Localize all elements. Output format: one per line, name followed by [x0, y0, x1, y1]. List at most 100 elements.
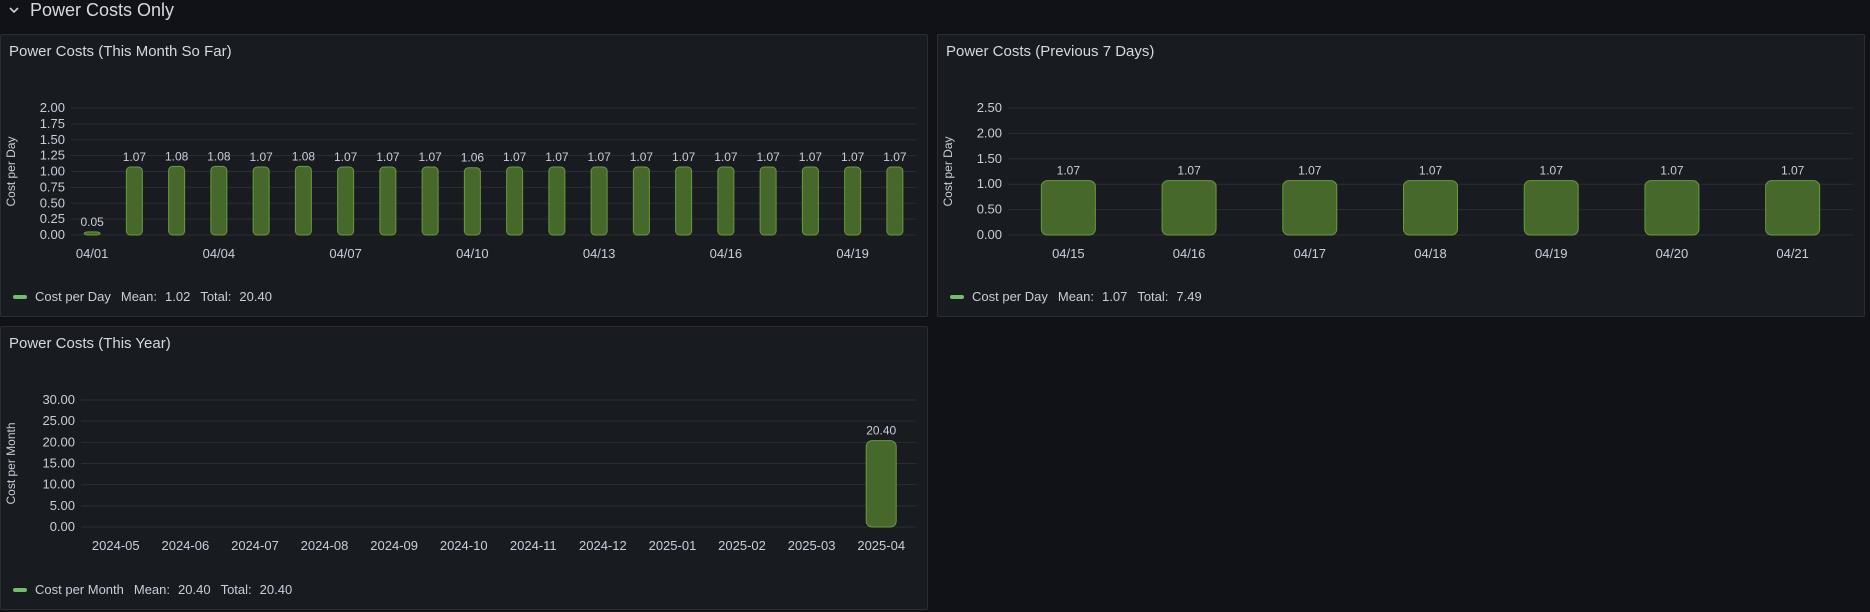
x-tick-label: 04/19 [1535, 246, 1568, 261]
bar [1040, 180, 1096, 236]
bar [844, 166, 862, 236]
bar-value-label: 1.07 [841, 150, 865, 164]
panel-title[interactable]: Power Costs (This Year) [9, 335, 171, 352]
bar-value-label: 1.07 [545, 150, 569, 164]
y-tick-label: 5.00 [50, 498, 75, 513]
bar-value-label: 1.07 [1781, 164, 1805, 178]
y-tick-label: 0.00 [40, 227, 65, 242]
y-tick-label: 1.75 [40, 116, 65, 131]
x-tick-label: 2024-10 [440, 538, 488, 553]
x-tick-label: 2024-12 [579, 538, 627, 553]
x-tick-label: 2025-04 [857, 538, 905, 553]
bar [125, 166, 143, 236]
panel-month: Power Costs (This Month So Far) 0.00 0.25… [0, 34, 928, 317]
bar-value-label: 1.07 [672, 150, 696, 164]
y-axis-label: Cost per Day [4, 136, 18, 206]
y-tick-label: 25.00 [42, 413, 75, 428]
y-tick-label: 1.25 [40, 148, 65, 163]
legend-total-value: 20.40 [259, 582, 293, 597]
legend[interactable]: Cost per Day Mean: 1.02 Total: 20.40 [13, 289, 272, 304]
chart-month: 0.000.250.500.751.001.251.501.752.00 Cost… [4, 100, 916, 261]
legend-mean-label: Mean: [1057, 289, 1095, 304]
y-tick-label: 0.75 [40, 179, 65, 194]
bar [675, 166, 693, 236]
x-tick-label: 04/18 [1414, 246, 1447, 261]
panel-title[interactable]: Power Costs (This Month So Far) [9, 43, 232, 60]
x-tick-label: 04/16 [1173, 246, 1206, 261]
y-tick-label: 20.00 [42, 434, 75, 449]
legend-mean-value: 1.02 [165, 289, 191, 304]
bar-value-label: 1.07 [587, 150, 611, 164]
bar-value-label: 1.07 [1419, 164, 1443, 178]
x-tick-label: 04/04 [203, 246, 236, 261]
bar-value-label: 1.07 [1298, 164, 1322, 178]
y-tick-label: 1.50 [40, 132, 65, 147]
bar [337, 166, 355, 236]
bar [421, 166, 439, 236]
bar-value-label: 1.07 [249, 150, 273, 164]
legend-series-name[interactable]: Cost per Day [972, 289, 1048, 304]
x-tick-label: 2024-11 [510, 538, 557, 553]
y-tick-label: 0.50 [40, 195, 65, 210]
chevron-down-icon[interactable] [8, 4, 20, 16]
x-tick-label: 2025-01 [649, 538, 697, 553]
x-tick-label: 04/16 [710, 246, 743, 261]
bar [801, 166, 819, 236]
bar [1403, 180, 1458, 236]
y-tick-label: 0.00 [50, 519, 75, 534]
bar-value-label: 1.07 [1177, 164, 1201, 178]
bar-value-label: 1.07 [503, 150, 527, 164]
bar-value-label: 1.07 [1057, 164, 1081, 178]
x-tick-label: 04/20 [1656, 246, 1689, 261]
y-tick-label: 10.00 [42, 477, 75, 492]
x-tick-label: 04/17 [1294, 246, 1327, 261]
bar-value-label: 1.08 [165, 149, 189, 163]
legend-series-name[interactable]: Cost per Month [35, 582, 124, 597]
legend-swatch [950, 294, 964, 299]
legend[interactable]: Cost per Day Mean: 1.07 Total: 7.49 [950, 289, 1202, 304]
bar [1161, 180, 1217, 236]
bar-value-label: 1.08 [292, 149, 316, 163]
bar-value-label: 1.07 [334, 150, 358, 164]
chart-year: 0.00 5.00 10.00 15.00 20.00 25.00 30.00 Cost pe… [4, 392, 916, 553]
legend-mean-label: Mean: [120, 289, 158, 304]
row-header[interactable]: Power Costs Only [8, 0, 174, 20]
bar [506, 166, 524, 236]
x-tick-label: 2024-07 [231, 538, 279, 553]
bar [632, 166, 650, 236]
bar-value-label: 1.07 [630, 150, 654, 164]
bar [463, 167, 481, 236]
x-tick-label: 04/15 [1052, 246, 1085, 261]
bar [1644, 180, 1700, 236]
legend-total-label: Total: [220, 582, 252, 597]
bar-value-label: 1.07 [1540, 164, 1564, 178]
y-tick-label: 1.00 [977, 176, 1002, 191]
chart-week: 0.00 0.50 1.00 1.50 2.00 2.50 Cost per Day 1.07… [941, 100, 1853, 261]
bar [717, 166, 735, 236]
bar [759, 166, 777, 236]
bar [548, 166, 566, 236]
y-tick-label: 0.00 [977, 227, 1002, 242]
legend-total-label: Total: [1137, 289, 1169, 304]
row-title: Power Costs Only [30, 0, 175, 20]
legend-swatch [13, 294, 27, 299]
y-tick-label: 30.00 [42, 392, 75, 407]
panel-title[interactable]: Power Costs (Previous 7 Days) [946, 43, 1155, 60]
bar-value-label: 1.07 [756, 150, 780, 164]
legend-series-name[interactable]: Cost per Day [35, 289, 111, 304]
bar [1282, 180, 1338, 236]
legend-mean-value: 1.07 [1102, 289, 1128, 304]
x-tick-label: 04/10 [456, 246, 489, 261]
panel-week: Power Costs (Previous 7 Days) 0.00 0.50 1.… [937, 34, 1865, 317]
bar-value-label: 0.05 [80, 215, 104, 229]
bar [83, 231, 101, 236]
legend[interactable]: Cost per Month Mean: 20.40 Total: 20.40 [13, 582, 292, 597]
bar-value-label: 1.07 [123, 150, 147, 164]
y-tick-label: 1.00 [40, 164, 65, 179]
x-tick-label: 2025-03 [788, 538, 836, 553]
bar [865, 440, 897, 528]
x-tick-label: 2024-08 [301, 538, 349, 553]
bar-value-label: 1.07 [418, 150, 442, 164]
y-tick-label: 2.50 [977, 100, 1002, 115]
legend-total-label: Total: [200, 289, 232, 304]
